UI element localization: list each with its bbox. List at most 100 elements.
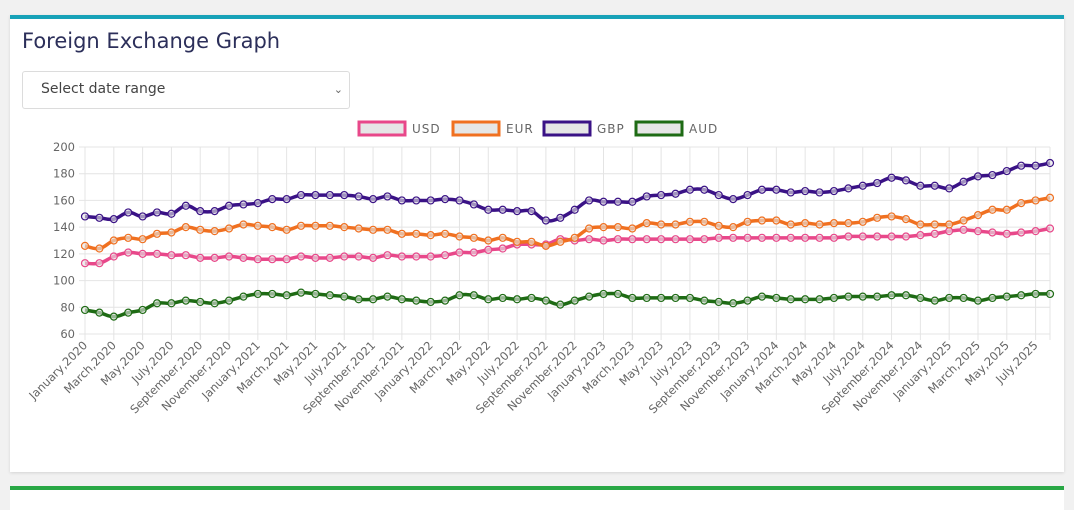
data-point-gbp: [268, 194, 277, 204]
data-point-eur: [714, 221, 723, 230]
data-point-usd: [196, 253, 205, 262]
data-point-aud: [671, 293, 680, 303]
data-point-eur: [599, 223, 608, 232]
data-point-aud: [613, 289, 623, 299]
data-point-gbp: [585, 196, 594, 205]
data-point-eur: [585, 224, 594, 233]
legend-item-aud[interactable]: AUD: [634, 120, 718, 137]
data-point-usd: [152, 249, 162, 258]
data-point-gbp: [109, 215, 118, 224]
data-point-gbp: [426, 196, 435, 205]
data-point-eur: [80, 241, 90, 250]
data-point-eur: [801, 219, 810, 228]
data-point-aud: [685, 293, 695, 303]
data-point-gbp: [1002, 166, 1011, 176]
y-tick-label: 140: [53, 220, 75, 234]
data-point-aud: [138, 305, 147, 315]
legend-swatch: [451, 120, 501, 137]
data-point-usd: [340, 252, 349, 261]
data-point-aud: [743, 296, 752, 305]
data-point-aud: [484, 295, 493, 304]
data-point-gbp: [743, 190, 752, 200]
data-point-gbp: [642, 192, 651, 201]
data-point-aud: [1031, 289, 1040, 299]
data-point-gbp: [196, 207, 205, 216]
data-point-usd: [296, 252, 306, 261]
data-point-eur: [613, 223, 623, 232]
date-range-placeholder: Select date range: [41, 81, 166, 97]
y-tick-label: 160: [53, 193, 75, 207]
data-point-usd: [181, 251, 190, 260]
data-point-usd: [95, 259, 104, 268]
data-point-eur: [95, 244, 104, 253]
data-point-usd: [484, 245, 493, 254]
data-point-aud: [959, 293, 968, 303]
data-point-gbp: [455, 196, 464, 205]
data-point-aud: [599, 289, 608, 299]
data-point-aud: [498, 293, 507, 303]
data-point-eur: [786, 220, 795, 229]
data-point-aud: [873, 292, 882, 301]
data-point-eur: [282, 225, 291, 234]
data-point-usd: [671, 235, 680, 244]
data-point-gbp: [599, 197, 608, 206]
data-point-gbp: [138, 212, 147, 221]
data-point-gbp: [397, 196, 406, 205]
data-point-aud: [311, 289, 320, 299]
data-point-eur: [498, 233, 507, 242]
data-point-aud: [585, 292, 594, 301]
data-point-gbp: [239, 200, 248, 209]
data-point-usd: [325, 253, 334, 262]
data-point-gbp: [210, 207, 219, 216]
data-point-aud: [527, 293, 536, 303]
data-point-aud: [167, 299, 176, 308]
data-point-aud: [124, 308, 133, 317]
data-point-eur: [1031, 196, 1040, 205]
data-point-eur: [973, 211, 983, 220]
y-tick-label: 100: [53, 274, 75, 288]
data-point-eur: [383, 225, 392, 234]
page-title: Foreign Exchange Graph: [22, 29, 281, 53]
data-point-eur: [124, 233, 133, 242]
data-point-gbp: [801, 186, 810, 196]
data-point-usd: [412, 252, 421, 261]
data-point-eur: [181, 223, 190, 232]
data-point-usd: [239, 253, 248, 262]
data-point-usd: [786, 233, 795, 242]
data-point-usd: [657, 235, 666, 244]
data-point-eur: [224, 224, 234, 233]
data-point-gbp: [124, 208, 133, 217]
data-point-aud: [512, 295, 522, 304]
data-point-aud: [440, 296, 450, 305]
data-point-aud: [196, 297, 205, 307]
data-point-gbp: [887, 173, 896, 182]
data-point-eur: [512, 237, 522, 246]
data-point-eur: [354, 224, 363, 233]
data-point-eur: [1045, 193, 1055, 202]
legend-label: GBP: [597, 122, 625, 136]
date-range-select[interactable]: Select date range ⌄: [22, 71, 350, 109]
data-point-usd: [455, 248, 464, 257]
data-point-gbp: [1017, 161, 1026, 170]
data-point-eur: [412, 229, 421, 238]
data-point-gbp: [311, 190, 320, 200]
data-point-usd: [901, 232, 911, 241]
data-point-eur: [829, 219, 839, 228]
legend-item-gbp[interactable]: GBP: [542, 120, 625, 137]
data-point-eur: [858, 217, 867, 226]
data-point-eur: [253, 221, 262, 230]
data-point-gbp: [844, 184, 853, 193]
legend-item-usd[interactable]: USD: [357, 120, 441, 137]
data-point-usd: [1002, 229, 1011, 238]
data-point-usd: [311, 253, 320, 262]
data-point-aud: [988, 293, 997, 303]
data-point-usd: [1031, 227, 1040, 236]
data-point-eur: [167, 228, 176, 237]
legend-item-eur[interactable]: EUR: [451, 120, 534, 137]
data-point-gbp: [354, 192, 363, 201]
data-point-usd: [642, 235, 651, 244]
data-point-eur: [873, 213, 882, 222]
data-point-aud: [412, 296, 421, 305]
data-point-usd: [282, 255, 291, 264]
data-point-gbp: [628, 197, 637, 206]
